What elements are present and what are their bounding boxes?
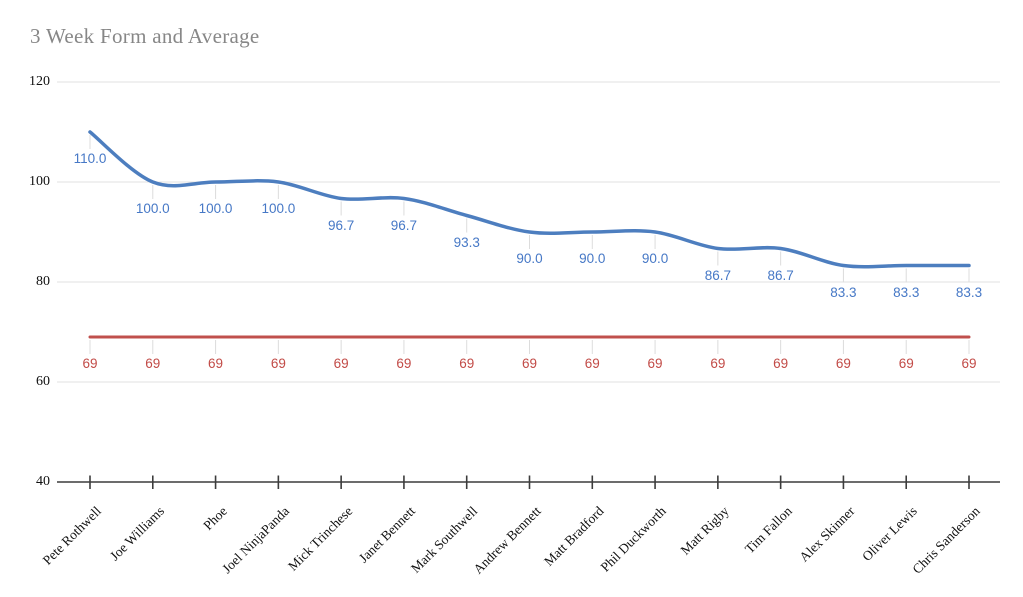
form-value-label: 90.0 bbox=[516, 251, 543, 266]
y-axis-label: 60 bbox=[36, 374, 50, 389]
form-value-label: 100.0 bbox=[135, 201, 170, 216]
average-value-label: 69 bbox=[521, 356, 538, 371]
y-axis-label: 80 bbox=[36, 274, 50, 289]
average-value-label: 69 bbox=[270, 356, 286, 371]
form-value-label: 96.7 bbox=[390, 217, 418, 233]
y-axis-label: 120 bbox=[29, 74, 50, 89]
average-value-label: 69 bbox=[396, 356, 412, 371]
form-value-label: 100.0 bbox=[198, 201, 233, 216]
form-value-label: 83.3 bbox=[955, 284, 983, 300]
average-value-label: 69 bbox=[333, 356, 349, 371]
average-value-label: 69 bbox=[835, 356, 851, 371]
y-axis-label: 100 bbox=[29, 174, 50, 189]
average-value-label: 69 bbox=[710, 356, 726, 371]
form-value-label: 86.7 bbox=[767, 267, 794, 283]
form-line-series bbox=[88, 130, 971, 269]
form-value-label: 96.7 bbox=[328, 217, 355, 233]
average-value-label: 69 bbox=[82, 356, 98, 371]
form-value-label: 90.0 bbox=[641, 251, 669, 266]
form-value-label: 90.0 bbox=[579, 251, 606, 266]
average-value-label: 69 bbox=[647, 356, 663, 371]
average-value-label: 69 bbox=[961, 356, 977, 371]
average-value-label: 69 bbox=[145, 356, 161, 371]
chart-title: 3 Week Form and Average bbox=[30, 24, 260, 48]
average-value-label: 69 bbox=[773, 356, 789, 371]
y-axis-label: 40 bbox=[36, 474, 50, 489]
form-value-label: 83.3 bbox=[893, 284, 920, 300]
form-value-label: 93.3 bbox=[453, 234, 480, 250]
average-value-label: 69 bbox=[459, 356, 475, 371]
form-value-label: 110.0 bbox=[73, 151, 107, 166]
form-value-label: 83.3 bbox=[830, 284, 857, 300]
form-value-label: 86.7 bbox=[704, 267, 731, 283]
average-value-label: 69 bbox=[584, 356, 600, 371]
average-value-label: 69 bbox=[898, 356, 914, 371]
average-value-label: 69 bbox=[208, 356, 224, 371]
form-value-label: 100.0 bbox=[261, 201, 296, 216]
